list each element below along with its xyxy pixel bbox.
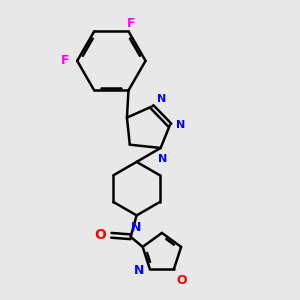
Text: F: F <box>127 17 136 30</box>
Text: N: N <box>176 120 186 130</box>
Text: F: F <box>61 54 70 67</box>
Text: N: N <box>134 265 144 278</box>
Text: O: O <box>94 228 106 242</box>
Text: N: N <box>157 94 167 103</box>
Text: O: O <box>177 274 188 287</box>
Text: N: N <box>158 154 167 164</box>
Text: N: N <box>131 221 141 234</box>
